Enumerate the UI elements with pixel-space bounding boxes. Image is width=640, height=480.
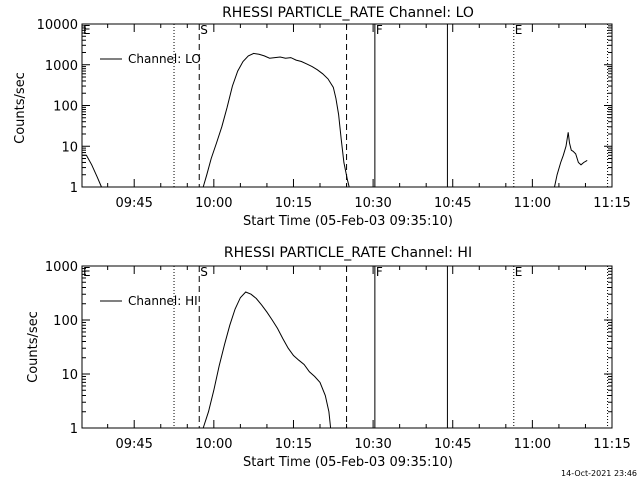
x-tick-label: 10:45 <box>434 437 471 452</box>
x-tick-label: 09:45 <box>115 437 152 452</box>
y-tick-label: 1 <box>70 422 78 437</box>
panel-lo: RHESSI PARTICLE_RATE Channel: LO Start T… <box>13 5 631 229</box>
legend-entry: Channel: LO <box>128 52 201 66</box>
series-line <box>82 154 102 188</box>
x-axis-label: Start Time (05-Feb-03 09:35:10) <box>243 214 453 229</box>
event-marker-label: E <box>515 23 523 37</box>
x-tick-label: 10:00 <box>195 437 232 452</box>
chart-title: RHESSI PARTICLE_RATE Channel: HI <box>224 245 472 261</box>
y-tick-label: 1000 <box>45 59 78 74</box>
x-axis-label: Start Time (05-Feb-03 09:35:10) <box>243 455 453 470</box>
x-tick-label: 09:45 <box>115 196 152 211</box>
y-axis-label: Counts/sec <box>13 72 28 144</box>
x-tick-label: 10:30 <box>354 196 391 211</box>
y-tick-label: 1000 <box>45 260 78 275</box>
event-marker-label: S <box>200 265 208 279</box>
y-tick-label: 1 <box>70 181 78 196</box>
y-tick-label: 10 <box>61 368 78 383</box>
x-tick-label: 10:45 <box>434 196 471 211</box>
y-tick-label: 10 <box>61 140 78 155</box>
series-line <box>202 291 332 429</box>
footer-timestamp: 14-Oct-2021 23:46 <box>561 469 637 478</box>
series-line <box>554 132 588 188</box>
x-tick-label: 10:00 <box>195 196 232 211</box>
series-line <box>202 52 350 188</box>
x-tick-label: 10:15 <box>275 437 312 452</box>
event-marker-label: E <box>83 23 91 37</box>
x-tick-label: 11:15 <box>593 196 630 211</box>
panel-hi: RHESSI PARTICLE_RATE Channel: HI Start T… <box>26 245 631 470</box>
x-tick-label: 11:00 <box>514 437 551 452</box>
plot-area: 1 10 100 1000 10000 09:45 10:00 10:15 10:30 10:45… <box>37 18 631 211</box>
event-marker-label: F <box>376 23 383 37</box>
event-marker-label: F <box>376 265 383 279</box>
event-marker-label: S <box>200 23 208 37</box>
y-tick-label: 100 <box>53 100 78 115</box>
y-tick-label: 10000 <box>37 18 78 33</box>
event-marker-label: E <box>515 265 523 279</box>
x-tick-label: 10:30 <box>354 437 391 452</box>
legend-entry: Channel: HI <box>128 294 198 308</box>
x-tick-label: 11:00 <box>514 196 551 211</box>
chart-title: RHESSI PARTICLE_RATE Channel: LO <box>222 5 474 21</box>
x-tick-label: 10:15 <box>275 196 312 211</box>
y-tick-label: 100 <box>53 314 78 329</box>
event-marker-label: E <box>83 265 91 279</box>
plot-area: 1 10 100 1000 09:45 10:00 10:15 10:30 10:45 11:00… <box>45 260 631 452</box>
y-axis-label: Counts/sec <box>26 311 41 383</box>
x-tick-label: 11:15 <box>593 437 630 452</box>
